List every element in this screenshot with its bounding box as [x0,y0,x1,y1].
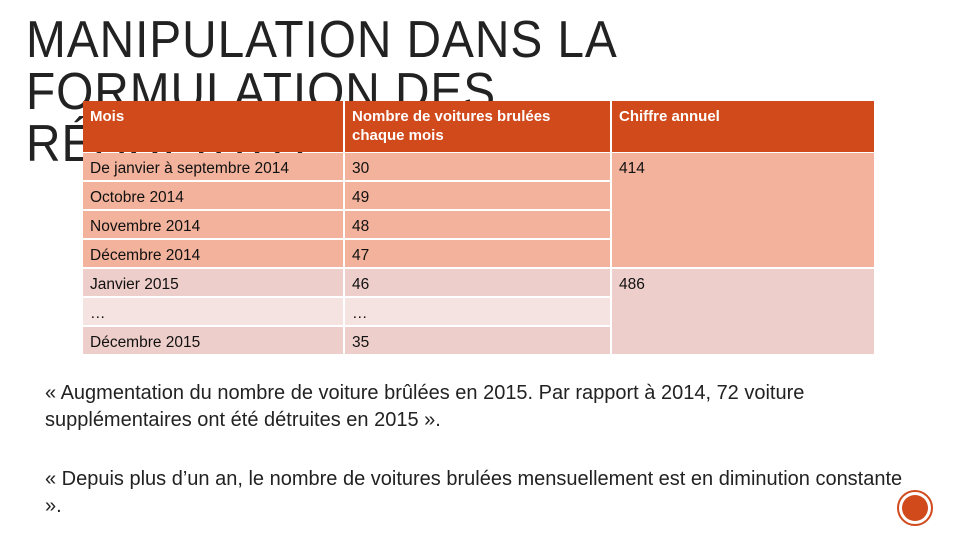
table-cell: De janvier à septembre 2014 [83,153,343,180]
table-header: Nombre de voitures brulées chaque mois [345,101,610,152]
table-cell: 47 [345,240,610,267]
table-cell: Décembre 2014 [83,240,343,267]
slide-badge [897,490,933,526]
table-cell: 30 [345,153,610,180]
table-cell: Janvier 2015 [83,269,343,296]
table-cell: 486 [612,269,874,354]
table-cell: 49 [345,182,610,209]
table-cell: 35 [345,327,610,354]
table-cell: Décembre 2015 [83,327,343,354]
slide-title: MANIPULATION DANS LA FORMULATION DES RÉS… [26,11,616,170]
table-cell: 414 [612,153,874,267]
table-cell: 46 [345,269,610,296]
table-cell: … [83,298,343,325]
table-cell: 48 [345,211,610,238]
paragraph: « Depuis plus d’un an, le nombre de voit… [45,468,903,517]
table-cell: Novembre 2014 [83,211,343,238]
table: Mois Nombre de voitures brulées chaque mo… [83,101,874,356]
table-cell: Octobre 2014 [83,182,343,209]
table-header: Mois [83,101,343,152]
table-header: Chiffre annuel [612,101,874,152]
paragraph: « Augmentation du nombre de voiture brûl… [45,382,805,431]
table-cell: … [345,298,610,325]
